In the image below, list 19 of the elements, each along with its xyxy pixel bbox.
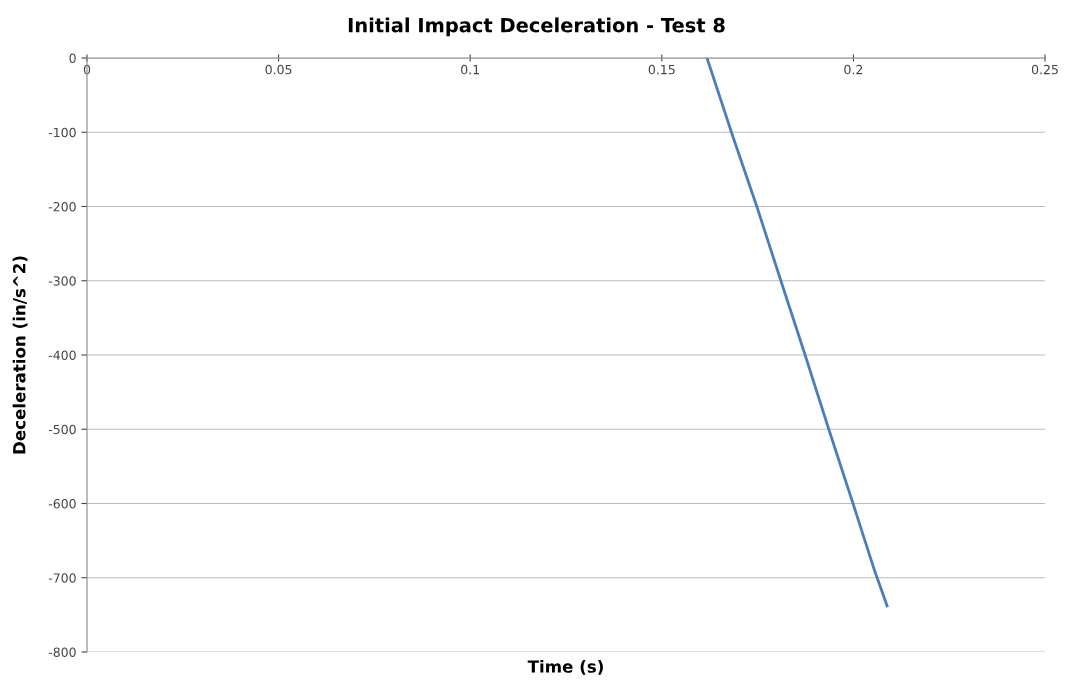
y-tick-label: 0	[69, 53, 76, 63]
x-tick-label: 0.2	[844, 64, 863, 75]
x-axis-title: Time (s)	[527, 659, 603, 675]
x-tick-label: 0.15	[648, 64, 675, 75]
x-tick-label: 0.25	[1031, 64, 1058, 75]
x-tick-label: 0.05	[265, 64, 292, 75]
y-axis-title: Deceleration (in/s^2)	[12, 256, 28, 454]
y-tick-label: -700	[48, 573, 76, 583]
y-tick-label: -300	[48, 276, 76, 286]
y-tick-label: -800	[48, 647, 76, 657]
line-series	[705, 58, 889, 608]
y-tick-label: -400	[48, 350, 76, 360]
y-tick-label: -100	[48, 127, 76, 138]
chart-title: Initial Impact Deceleration - Test 8	[348, 17, 725, 37]
y-tick-label: -200	[48, 201, 76, 212]
y-tick-label: -500	[48, 424, 76, 435]
x-tick-label: 0.1	[461, 64, 479, 75]
y-tick-label: -600	[48, 498, 76, 509]
x-tick-label: 0	[83, 64, 91, 75]
